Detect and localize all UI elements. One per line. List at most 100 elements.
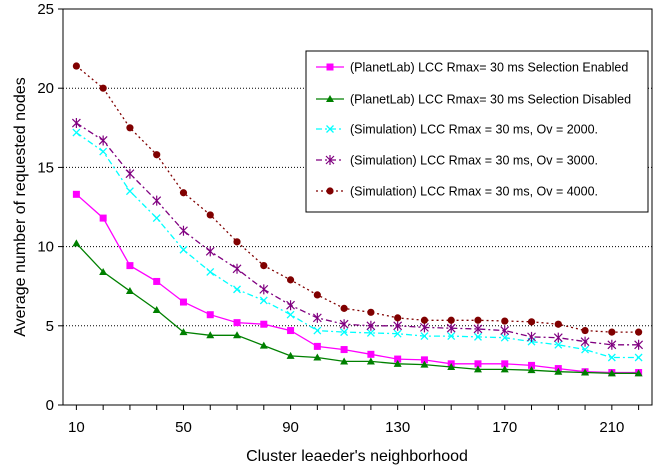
data-point — [500, 325, 510, 336]
legend-marker — [325, 155, 335, 165]
data-point — [260, 320, 268, 328]
data-point — [420, 360, 429, 368]
data-point — [474, 332, 482, 341]
data-point — [153, 277, 161, 285]
data-point — [340, 328, 349, 337]
data-point — [98, 135, 108, 146]
y-tick-label: 10 — [37, 239, 54, 256]
data-point — [607, 353, 616, 362]
y-tick-label: 15 — [37, 159, 54, 176]
data-point — [99, 267, 108, 275]
y-tick-label: 20 — [37, 80, 54, 97]
data-point — [367, 308, 375, 316]
data-point — [72, 239, 81, 247]
data-point — [233, 319, 241, 327]
data-point — [99, 84, 107, 92]
data-point — [340, 346, 348, 354]
data-point — [72, 128, 81, 137]
data-point — [179, 225, 188, 236]
series-5 — [72, 62, 643, 336]
series-4 — [71, 118, 644, 350]
data-point — [72, 190, 80, 198]
data-point — [393, 320, 403, 331]
data-point — [367, 350, 375, 358]
data-point — [340, 304, 348, 312]
data-point — [313, 326, 322, 335]
data-point — [420, 316, 429, 324]
x-axis-label: Cluster leaeder's neighborhood — [246, 448, 468, 465]
series-line — [75, 193, 639, 374]
data-point — [420, 356, 428, 364]
data-point — [206, 267, 215, 276]
data-point — [394, 314, 402, 322]
data-point — [553, 332, 563, 343]
data-point — [286, 310, 295, 319]
series-3 — [72, 128, 643, 362]
data-point — [152, 195, 162, 206]
series-line — [75, 242, 639, 374]
data-point — [366, 328, 375, 337]
data-point — [232, 263, 242, 274]
data-point — [259, 284, 269, 295]
data-point — [259, 341, 268, 349]
data-point — [500, 333, 509, 342]
data-point — [528, 361, 536, 369]
data-point — [233, 238, 241, 246]
x-tick-label: 210 — [599, 419, 624, 436]
data-point — [581, 345, 590, 354]
data-point — [205, 246, 215, 257]
data-point — [340, 357, 349, 365]
data-point — [634, 353, 643, 362]
data-point — [233, 331, 242, 339]
data-point — [446, 323, 456, 334]
data-point — [179, 298, 187, 306]
data-point — [580, 336, 590, 347]
data-point — [607, 369, 616, 377]
data-point — [447, 362, 456, 370]
data-point — [179, 245, 188, 254]
data-point — [447, 332, 456, 341]
data-point — [339, 319, 349, 330]
data-point — [554, 340, 563, 349]
data-point — [473, 365, 482, 373]
data-point — [366, 357, 375, 365]
data-point — [473, 323, 483, 334]
y-tick-label: 25 — [37, 1, 54, 18]
x-tick-label: 90 — [282, 419, 299, 436]
series-layer — [71, 62, 644, 377]
data-point — [72, 62, 80, 70]
data-point — [152, 214, 161, 223]
data-point — [474, 316, 482, 324]
x-tick-label: 50 — [175, 419, 192, 436]
data-point — [260, 262, 268, 270]
legend-entry: (Simulation) LCC Rmax = 30 ms, Ov = 4000… — [316, 185, 598, 199]
y-axis-label: Average number of requested nodes — [12, 77, 29, 336]
data-point — [607, 339, 617, 350]
legend-entry: (PlanetLab) LCC Rmax= 30 ms Selection En… — [316, 61, 628, 75]
data-point — [501, 317, 509, 325]
data-point — [581, 326, 589, 335]
data-point — [99, 214, 107, 222]
series-2 — [72, 239, 643, 377]
data-point — [179, 328, 188, 336]
data-point — [233, 285, 241, 294]
y-axis-ticks: 0 5 10 15 20 25 — [37, 1, 63, 414]
legend: (PlanetLab) LCC Rmax= 30 ms Selection En… — [305, 50, 649, 213]
data-point — [635, 328, 643, 336]
x-tick-label: 130 — [385, 419, 410, 436]
data-point — [99, 147, 108, 156]
data-point — [394, 355, 402, 363]
data-point — [501, 360, 509, 368]
data-point — [126, 124, 134, 132]
data-point — [634, 339, 644, 350]
y-tick-label: 5 — [46, 318, 54, 335]
data-point — [312, 312, 322, 323]
data-point — [500, 365, 509, 373]
legend-label: (PlanetLab) LCC Rmax= 30 ms Selection En… — [350, 61, 628, 75]
legend-label: (Simulation) LCC Rmax = 30 ms, Ov = 2000… — [350, 123, 598, 137]
legend-label: (PlanetLab) LCC Rmax= 30 ms Selection Di… — [350, 93, 631, 107]
data-point — [447, 316, 455, 324]
data-point — [527, 366, 536, 374]
legend-marker — [326, 187, 334, 195]
data-point — [286, 276, 295, 284]
